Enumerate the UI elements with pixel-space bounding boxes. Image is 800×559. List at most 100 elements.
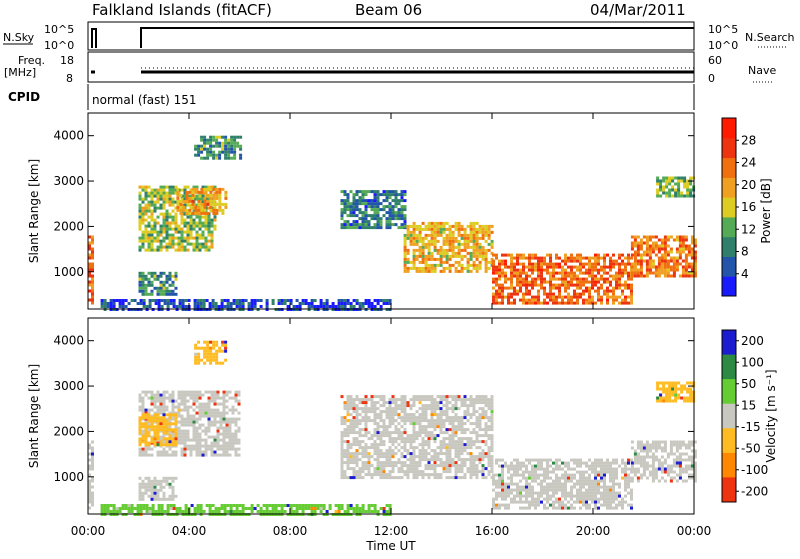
data-cell (359, 431, 362, 434)
data-cell (552, 489, 555, 492)
data-cell (685, 257, 688, 260)
data-cell (218, 200, 221, 203)
data-cell (528, 281, 531, 284)
data-cell (178, 394, 181, 397)
data-cell (374, 205, 377, 208)
data-cell (163, 413, 166, 416)
data-cell (603, 480, 606, 483)
data-cell (682, 266, 685, 269)
data-cell (428, 398, 431, 401)
data-cell (419, 461, 422, 464)
data-cell (148, 495, 151, 498)
data-cell (389, 431, 392, 434)
data-cell (437, 452, 440, 455)
data-cell (455, 267, 458, 270)
data-cell (166, 275, 169, 278)
data-cell (185, 305, 188, 308)
data-cell (157, 495, 160, 498)
data-cell (525, 492, 528, 495)
data-cell (353, 461, 356, 464)
data-cell (305, 302, 308, 305)
data-cell (163, 477, 166, 480)
data-cell (91, 302, 94, 305)
data-cell (531, 492, 534, 495)
data-cell (676, 257, 679, 260)
data-cell (365, 425, 368, 428)
data-cell (371, 410, 374, 413)
data-cell (350, 208, 353, 211)
data-cell (341, 419, 344, 422)
data-cell (425, 228, 428, 231)
data-cell (495, 495, 498, 498)
data-cell (549, 272, 552, 275)
data-cell (235, 430, 238, 433)
data-cell (160, 419, 163, 422)
data-cell (603, 465, 606, 468)
data-cell (488, 234, 491, 237)
data-cell (202, 439, 205, 442)
data-cell (163, 425, 166, 428)
data-cell (362, 428, 365, 431)
data-cell (374, 428, 377, 431)
data-cell (181, 394, 184, 397)
data-cell (172, 498, 175, 501)
data-cell (233, 302, 236, 305)
data-cell (199, 222, 202, 225)
data-cell (525, 293, 528, 296)
data-cell (341, 395, 344, 398)
data-cell (142, 391, 145, 394)
data-cell (395, 193, 398, 196)
data-cell (211, 409, 214, 412)
data-cell (491, 446, 494, 449)
data-cell (431, 258, 434, 261)
data-cell (389, 398, 392, 401)
data-cell (573, 302, 576, 305)
data-cell (170, 299, 173, 302)
data-cell (591, 489, 594, 492)
data-cell (214, 403, 217, 406)
data-cell (145, 210, 148, 213)
data-cell (209, 145, 212, 148)
data-cell (670, 251, 673, 254)
data-cell (395, 446, 398, 449)
data-cell (646, 453, 649, 456)
data-cell (374, 467, 377, 470)
data-cell (634, 236, 637, 239)
data-cell (573, 272, 576, 275)
data-cell (582, 263, 585, 266)
data-cell (473, 234, 476, 237)
data-cell (573, 477, 576, 480)
data-cell (151, 409, 154, 412)
data-cell (488, 261, 491, 264)
data-cell (179, 212, 182, 215)
data-cell (169, 198, 172, 201)
data-cell (476, 434, 479, 437)
data-cell (206, 359, 209, 362)
data-cell (534, 465, 537, 468)
data-cell (166, 428, 169, 431)
data-cell (603, 471, 606, 474)
data-cell (594, 468, 597, 471)
data-cell (446, 413, 449, 416)
data-cell (416, 431, 419, 434)
data-cell (482, 464, 485, 467)
data-cell (356, 461, 359, 464)
data-cell (549, 486, 552, 489)
data-cell (148, 246, 151, 249)
data-cell (534, 492, 537, 495)
data-cell (407, 416, 410, 419)
data-cell (175, 237, 178, 240)
data-cell (513, 257, 516, 260)
data-cell (685, 254, 688, 257)
data-cell (440, 461, 443, 464)
data-cell (656, 177, 659, 180)
data-cell (172, 210, 175, 213)
data-cell (476, 422, 479, 425)
data-cell (410, 458, 413, 461)
data-cell (398, 467, 401, 470)
data-cell (479, 395, 482, 398)
data-cell (187, 234, 190, 237)
data-cell (615, 299, 618, 302)
data-cell (615, 471, 618, 474)
data-cell (428, 419, 431, 422)
